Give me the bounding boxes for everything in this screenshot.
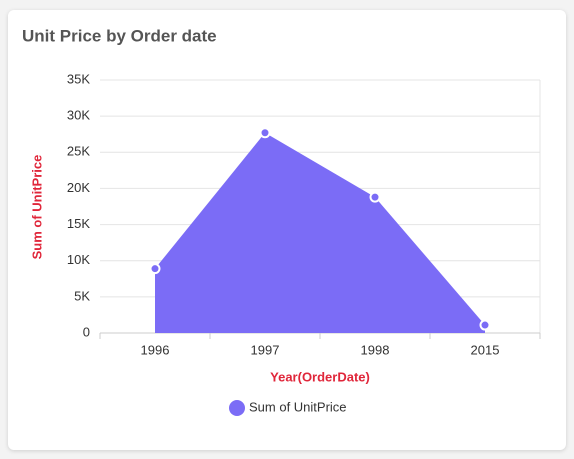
x-tick-label: 1996 [141,342,170,357]
y-tick-label: 5K [74,288,90,303]
y-tick-label: 25K [67,144,90,159]
area [155,132,485,333]
y-tick-label: 30K [67,108,90,123]
point [149,263,161,275]
x-tick-label: 1998 [361,342,390,357]
chart-title: Unit Price by Order date [22,26,217,45]
x-tick-label: 2015 [471,342,500,357]
y-tick-label: 20K [67,180,90,195]
y-tick-label: 0 [83,324,90,339]
point [479,319,491,331]
x-axis-title: Year(OrderDate) [270,369,370,384]
legend-marker [229,400,245,416]
y-tick-label: 15K [67,216,90,231]
legend-label: Sum of UnitPrice [249,399,347,414]
point [259,127,271,139]
x-tick-label: 1997 [251,342,280,357]
point [369,191,381,203]
y-tick-label: 35K [67,71,90,86]
y-axis-title: Sum of UnitPrice [29,155,44,260]
y-tick-label: 10K [67,252,90,267]
